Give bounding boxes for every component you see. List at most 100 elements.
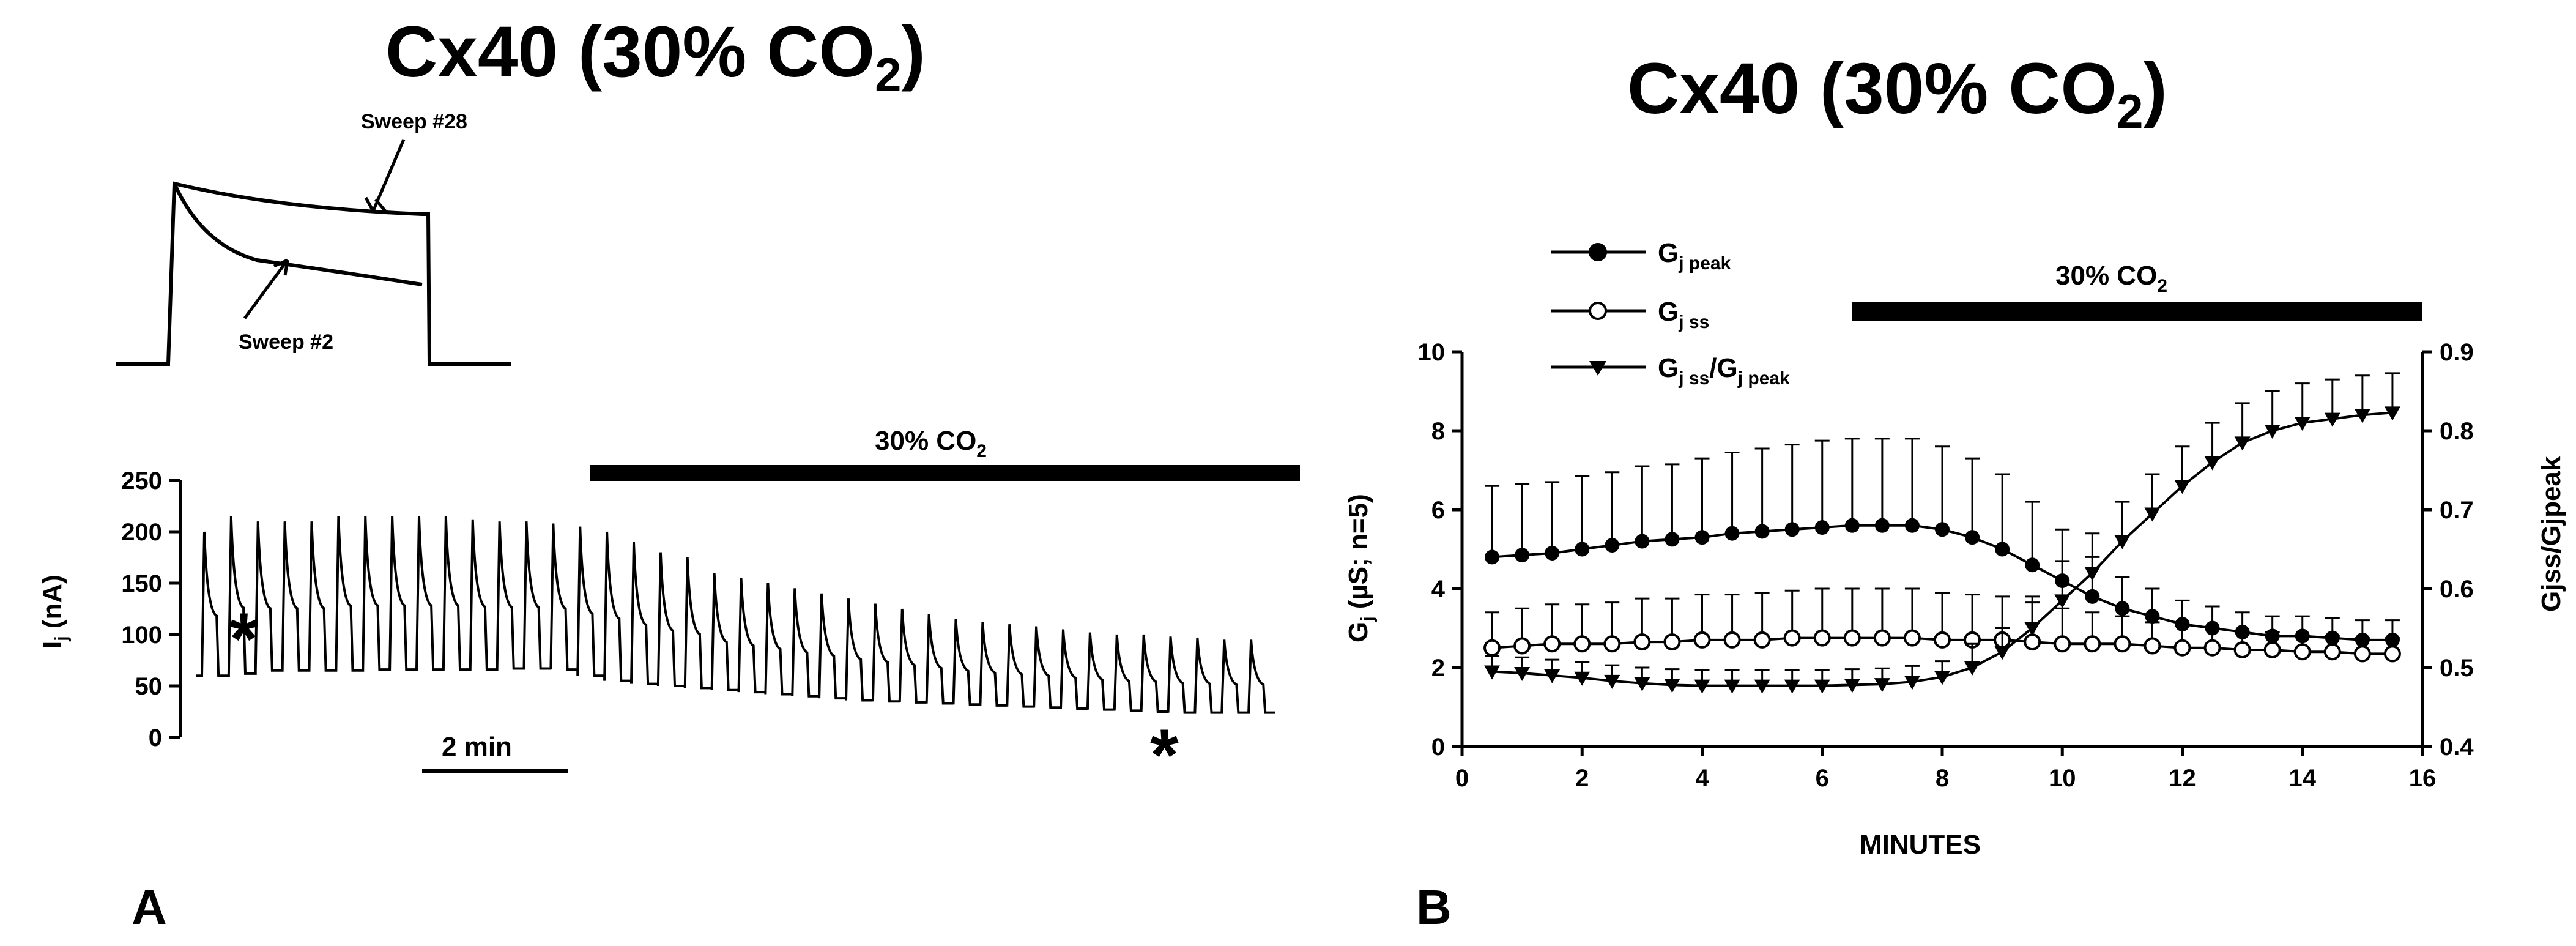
data-point <box>1573 635 1591 653</box>
axis-b-x-tick-label: 6 <box>1816 765 1829 792</box>
data-point <box>1904 518 1920 533</box>
data-point <box>1604 674 1620 689</box>
data-point <box>1514 667 1531 682</box>
data-point <box>2114 635 2131 653</box>
data-point <box>2233 641 2251 658</box>
series-gj-ss-gj-peak <box>1484 372 2400 694</box>
axis-b-x-tick-label: 12 <box>2169 765 2196 792</box>
axis-b-yr-tick-label: 0.5 <box>2440 655 2474 682</box>
star-marker-late: * <box>1150 714 1179 796</box>
data-point <box>1693 631 1711 649</box>
legend-filled-circle-icon <box>1589 243 1607 261</box>
data-point <box>1934 631 1951 649</box>
data-point <box>1515 548 1530 563</box>
co2-label-a: 30% CO2 <box>875 426 987 461</box>
axis-b-x-tick-label: 10 <box>2049 765 2076 792</box>
axis-b-xlabel: MINUTES <box>1860 830 1981 860</box>
axis-b-x-tick-label: 16 <box>2409 765 2437 792</box>
data-point <box>1634 677 1650 691</box>
data-point <box>1694 679 1710 694</box>
data-point <box>2115 601 2130 616</box>
data-point <box>1814 520 1830 535</box>
axis-b-yr-tick-label: 0.9 <box>2440 339 2474 366</box>
legend-open-circle-icon <box>1589 302 1607 320</box>
data-point <box>1694 530 1710 545</box>
data-point <box>2173 639 2191 657</box>
legend-gss-label: Gj ss <box>1658 297 1709 332</box>
data-point <box>1874 678 1890 693</box>
series-gj-ss <box>1483 587 2401 663</box>
axis-b-yl-tick-label: 2 <box>1431 655 1445 682</box>
axis-b-yl-tick-label: 8 <box>1431 418 1445 445</box>
legend: Gj peak Gj ss Gj ss/Gj peak <box>1551 238 1790 389</box>
data-point <box>1754 679 1770 694</box>
data-point <box>2145 609 2160 624</box>
scale-bar-label: 2 min <box>442 732 512 762</box>
data-point <box>2085 589 2100 604</box>
panel-b-title: Cx40 (30% CO2) <box>1627 48 2167 138</box>
data-point <box>1545 545 1560 561</box>
data-point <box>1485 549 1500 565</box>
panel-b-axes: 0 2 4 6 8 10 12 14 16 0 2 4 6 8 10 0.4 0.5 0.6 0.7 0.8 0.9 <box>1418 339 2474 792</box>
data-point <box>2294 417 2311 431</box>
data-point <box>1664 679 1680 693</box>
sweep-28-trace <box>116 181 511 366</box>
legend-ratio-label: Gj ss/Gj peak <box>1658 353 1790 389</box>
axis-a-tick-label: 200 <box>121 519 162 546</box>
data-point <box>1935 522 1950 537</box>
data-point <box>1784 679 1800 694</box>
axis-b-x-tick-label: 14 <box>2289 765 2317 792</box>
legend-gpeak-label: Gj peak <box>1658 238 1731 274</box>
data-point <box>2383 645 2401 663</box>
data-point <box>1904 676 1920 690</box>
data-point <box>1603 635 1621 653</box>
panel-b: Cx40 (30% CO2) 30% CO2 Gj peak Gj ss Gj … <box>1343 48 2566 934</box>
data-point <box>1723 631 1741 649</box>
sweep-2-arrowhead-b <box>283 259 289 276</box>
data-point <box>1574 671 1591 686</box>
data-point <box>1635 534 1650 549</box>
data-point <box>1873 629 1891 647</box>
data-point <box>2144 637 2161 655</box>
data-point <box>2264 425 2281 439</box>
data-point <box>2353 645 2371 663</box>
data-point <box>1753 631 1771 649</box>
series-gj-peak <box>1485 438 2400 647</box>
axis-b-yl-tick-label: 4 <box>1431 576 1446 603</box>
axis-a-tick-label: 50 <box>135 673 163 700</box>
axis-a-tick-label: 150 <box>121 570 162 597</box>
axis-b-ylabel-left: Gj (µS; n=5) <box>1343 494 1378 642</box>
data-point <box>2084 567 2101 581</box>
data-point <box>1754 524 1770 539</box>
axis-b-x-tick-label: 2 <box>1575 765 1589 792</box>
axis-b-yr-tick-label: 0.4 <box>2440 734 2474 761</box>
data-point <box>2354 409 2370 423</box>
data-point <box>1783 629 1801 647</box>
data-point <box>2114 535 2131 549</box>
sweep-28-arrowhead <box>374 198 387 212</box>
data-point <box>2174 480 2191 494</box>
data-point <box>2203 639 2221 657</box>
data-point <box>1813 629 1831 647</box>
panel-a: Cx40 (30% CO2) Sweep #28 Sweep #2 30% CO… <box>37 12 1300 934</box>
data-point <box>1844 679 1860 693</box>
data-point <box>1543 635 1561 653</box>
star-marker-early: * <box>229 598 258 680</box>
data-point <box>2054 635 2071 653</box>
axis-b-yr-tick-label: 0.7 <box>2440 497 2474 524</box>
data-point <box>2175 617 2190 632</box>
inset-sweeps: Sweep #28 Sweep #2 <box>116 110 511 366</box>
data-point <box>2323 643 2341 661</box>
panel-a-letter: A <box>132 880 167 934</box>
axis-a-tick-label: 250 <box>121 467 162 494</box>
data-point <box>2384 406 2400 421</box>
current-trace <box>196 516 1275 714</box>
axis-b-x-tick-label: 4 <box>1695 765 1709 792</box>
data-point <box>1513 637 1531 655</box>
sweep-2-label: Sweep #2 <box>239 330 333 354</box>
data-point <box>1633 633 1651 651</box>
axis-b-yr-tick-label: 0.6 <box>2440 576 2474 603</box>
sweep-28-label: Sweep #28 <box>361 110 467 133</box>
data-point <box>1784 522 1800 537</box>
data-point <box>1874 518 1890 533</box>
